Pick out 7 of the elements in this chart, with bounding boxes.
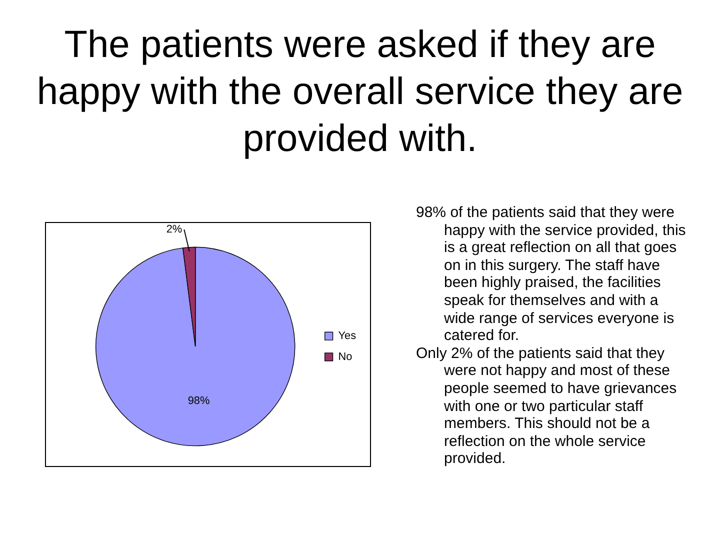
legend-label: Yes — [338, 330, 357, 342]
text: Only 2% of the patients said that they were not happy and most of these people seemed to have grievances with one or two particular staff members. This should not be a reflection on the whole service provided. — [416, 344, 678, 468]
data-label: 98% — [188, 395, 210, 408]
data-label: 2% — [166, 224, 182, 236]
chart-title: The patients were asked if they are happy with the overall service they are provided with. — [36, 23, 684, 162]
legend-label: No — [338, 350, 352, 363]
text: 98% of the patients said that they were happy with the service provided, this is a great reflection on all that goes on in this surgery. The staff have been highly praised, the facilities speak for themselves and with a wide range of services everyone is catered for. — [416, 204, 686, 345]
